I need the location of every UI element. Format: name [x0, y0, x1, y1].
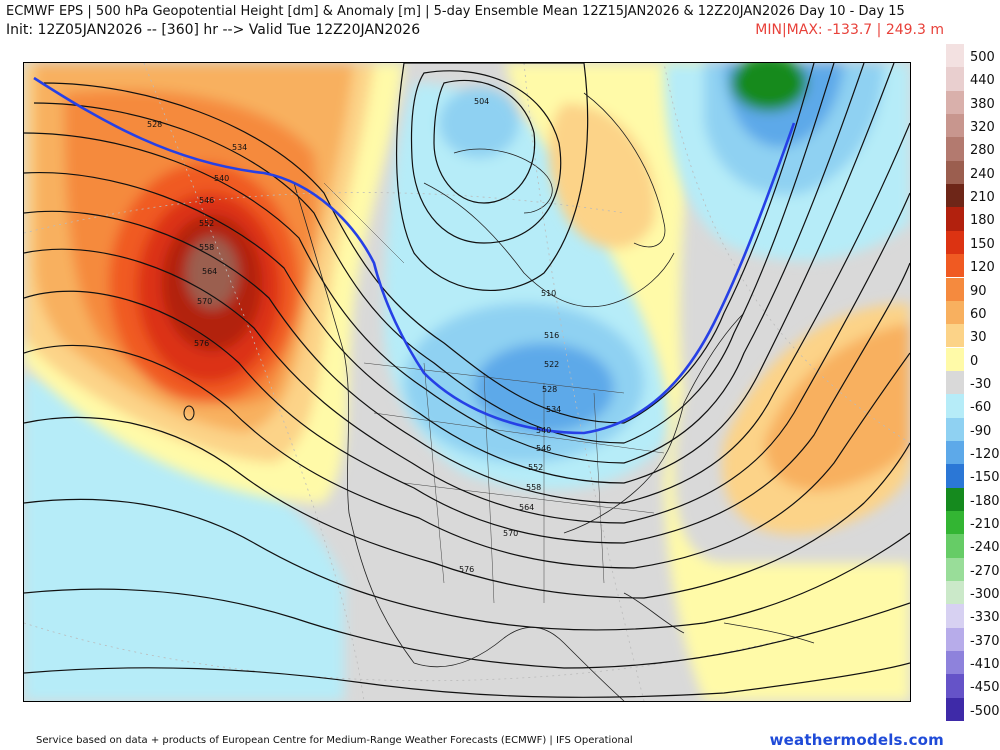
contour-label: 576 — [194, 339, 209, 348]
negative-anomaly-west — [24, 373, 344, 701]
legend-tick-label: -240 — [970, 540, 1000, 556]
legend-tick-label: 180 — [970, 213, 995, 229]
legend-swatch — [946, 114, 964, 138]
contour-label: 528 — [147, 120, 162, 129]
contour-label: 540 — [214, 174, 229, 183]
legend-tick-label: -210 — [970, 517, 1000, 532]
legend-tick-label: -370 — [970, 633, 1000, 649]
legend-tick-label: -60 — [970, 400, 992, 416]
legend-swatch — [946, 417, 964, 441]
legend-swatch — [946, 207, 964, 231]
graticule — [24, 63, 910, 701]
contour-label: 534 — [546, 405, 561, 414]
legend-tick-label: -450 — [970, 680, 1000, 696]
legend-tick-label: 280 — [970, 143, 995, 159]
legend-tick-label: -300 — [970, 587, 1000, 603]
legend-swatch — [946, 277, 964, 301]
legend-swatch — [946, 67, 964, 91]
contour-label: 522 — [544, 360, 559, 369]
contour-label: 570 — [503, 529, 518, 538]
legend-tick-label: 150 — [970, 236, 995, 252]
negative-anomaly-trough — [384, 83, 671, 490]
contour-label: 504 — [474, 97, 489, 106]
legend-tick-label: 210 — [970, 190, 995, 206]
legend-swatch — [946, 394, 964, 418]
legend-swatch — [946, 604, 964, 628]
legend-tick-label: -30 — [970, 376, 992, 392]
legend-swatch — [946, 184, 964, 208]
legend-swatch — [946, 627, 964, 652]
political-borders — [323, 182, 665, 604]
legend-swatch — [946, 347, 964, 371]
chart-title: ECMWF EPS | 500 hPa Geopotential Height … — [6, 4, 905, 19]
contour-label: 540 — [536, 426, 551, 435]
contour-label-group: 528 534 540 546 552 558 564 570 576 504 … — [147, 97, 561, 574]
legend-swatch — [946, 557, 964, 581]
legend-swatch — [946, 487, 964, 511]
contour-label: 534 — [232, 143, 247, 152]
legend-swatch — [946, 254, 964, 278]
legend-tick-label: 30 — [970, 330, 987, 346]
contour-label: 546 — [536, 444, 551, 453]
legend-tick-label: 320 — [970, 120, 995, 136]
legend-swatch — [946, 160, 964, 185]
legend-swatch — [946, 90, 964, 114]
legend-swatch — [946, 697, 964, 722]
contour-label: 552 — [199, 219, 214, 228]
legend-swatch — [946, 464, 964, 488]
legend-swatch — [946, 651, 964, 675]
legend-tick-label: -150 — [970, 470, 1000, 486]
contour-label: 528 — [542, 385, 557, 394]
map-canvas: 528 534 540 546 552 558 564 570 576 504 … — [24, 63, 910, 701]
legend-swatch — [946, 300, 964, 325]
legend-swatch — [946, 44, 964, 68]
legend-swatch — [946, 674, 964, 698]
contour-label: 570 — [197, 297, 212, 306]
data-credit: Service based on data + products of Euro… — [36, 735, 633, 746]
legend-swatch — [946, 511, 964, 535]
contour-label: 564 — [519, 503, 534, 512]
init-valid-line: Init: 12Z05JAN2026 -- [360] hr --> Valid… — [6, 22, 421, 38]
legend-tick-label: -120 — [970, 446, 1000, 462]
reference-contour — [33, 76, 796, 435]
height-contours — [24, 63, 910, 698]
legend-tick-label: 500 — [970, 50, 995, 65]
brand-link[interactable]: weathermodels.com — [769, 731, 944, 749]
contour-label: 576 — [459, 565, 474, 574]
legend-tick-label: 440 — [970, 73, 995, 89]
min-max-readout: MIN|MAX: -133.7 | 249.3 m — [755, 22, 944, 38]
positive-anomaly-ridge — [24, 63, 404, 503]
legend-tick-label: -330 — [970, 610, 1000, 626]
legend-tick-label: 120 — [970, 260, 995, 276]
legend-swatch — [946, 324, 964, 348]
legend-tick-label: -500 — [970, 703, 1000, 719]
contour-label: 546 — [199, 196, 214, 205]
anomaly-map: 528 534 540 546 552 558 564 570 576 504 … — [23, 62, 911, 702]
legend-tick-label: -410 — [970, 657, 1000, 673]
contour-label: 516 — [544, 331, 559, 340]
legend-swatch — [946, 534, 964, 558]
contour-label: 564 — [202, 267, 217, 276]
contour-label: 510 — [541, 289, 556, 298]
closed-contour — [183, 405, 195, 421]
legend-tick-label: 240 — [970, 166, 995, 182]
legend-swatch — [946, 370, 964, 395]
legend-swatch — [946, 440, 964, 465]
legend-tick-label: -180 — [970, 493, 1000, 509]
legend-tick-label: 0 — [970, 353, 979, 369]
legend-tick-label: 60 — [970, 306, 987, 322]
legend-tick-label: 90 — [970, 283, 987, 299]
legend-tick-label: -270 — [970, 563, 1000, 579]
legend-swatch — [946, 581, 964, 605]
legend-swatch — [946, 230, 964, 255]
coastlines — [293, 92, 815, 701]
contour-label: 558 — [526, 483, 541, 492]
positive-anomaly-east — [504, 63, 910, 701]
legend-tick-label: 380 — [970, 96, 995, 112]
legend-tick-label: -90 — [970, 423, 992, 439]
contour-label: 558 — [199, 243, 214, 252]
contour-label: 552 — [528, 463, 543, 472]
legend-swatch — [946, 137, 964, 161]
